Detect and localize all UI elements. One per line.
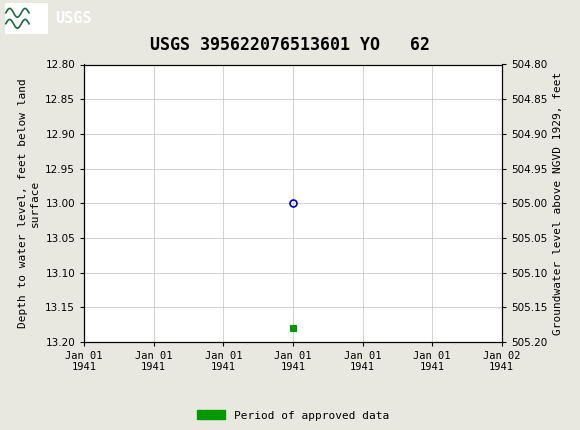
Text: USGS 395622076513601 YO   62: USGS 395622076513601 YO 62 [150,36,430,54]
Y-axis label: Depth to water level, feet below land
surface: Depth to water level, feet below land su… [18,78,39,328]
Text: USGS: USGS [55,11,92,26]
Legend: Period of approved data: Period of approved data [193,406,393,425]
Bar [5,3,48,34]
Y-axis label: Groundwater level above NGVD 1929, feet: Groundwater level above NGVD 1929, feet [553,71,563,335]
